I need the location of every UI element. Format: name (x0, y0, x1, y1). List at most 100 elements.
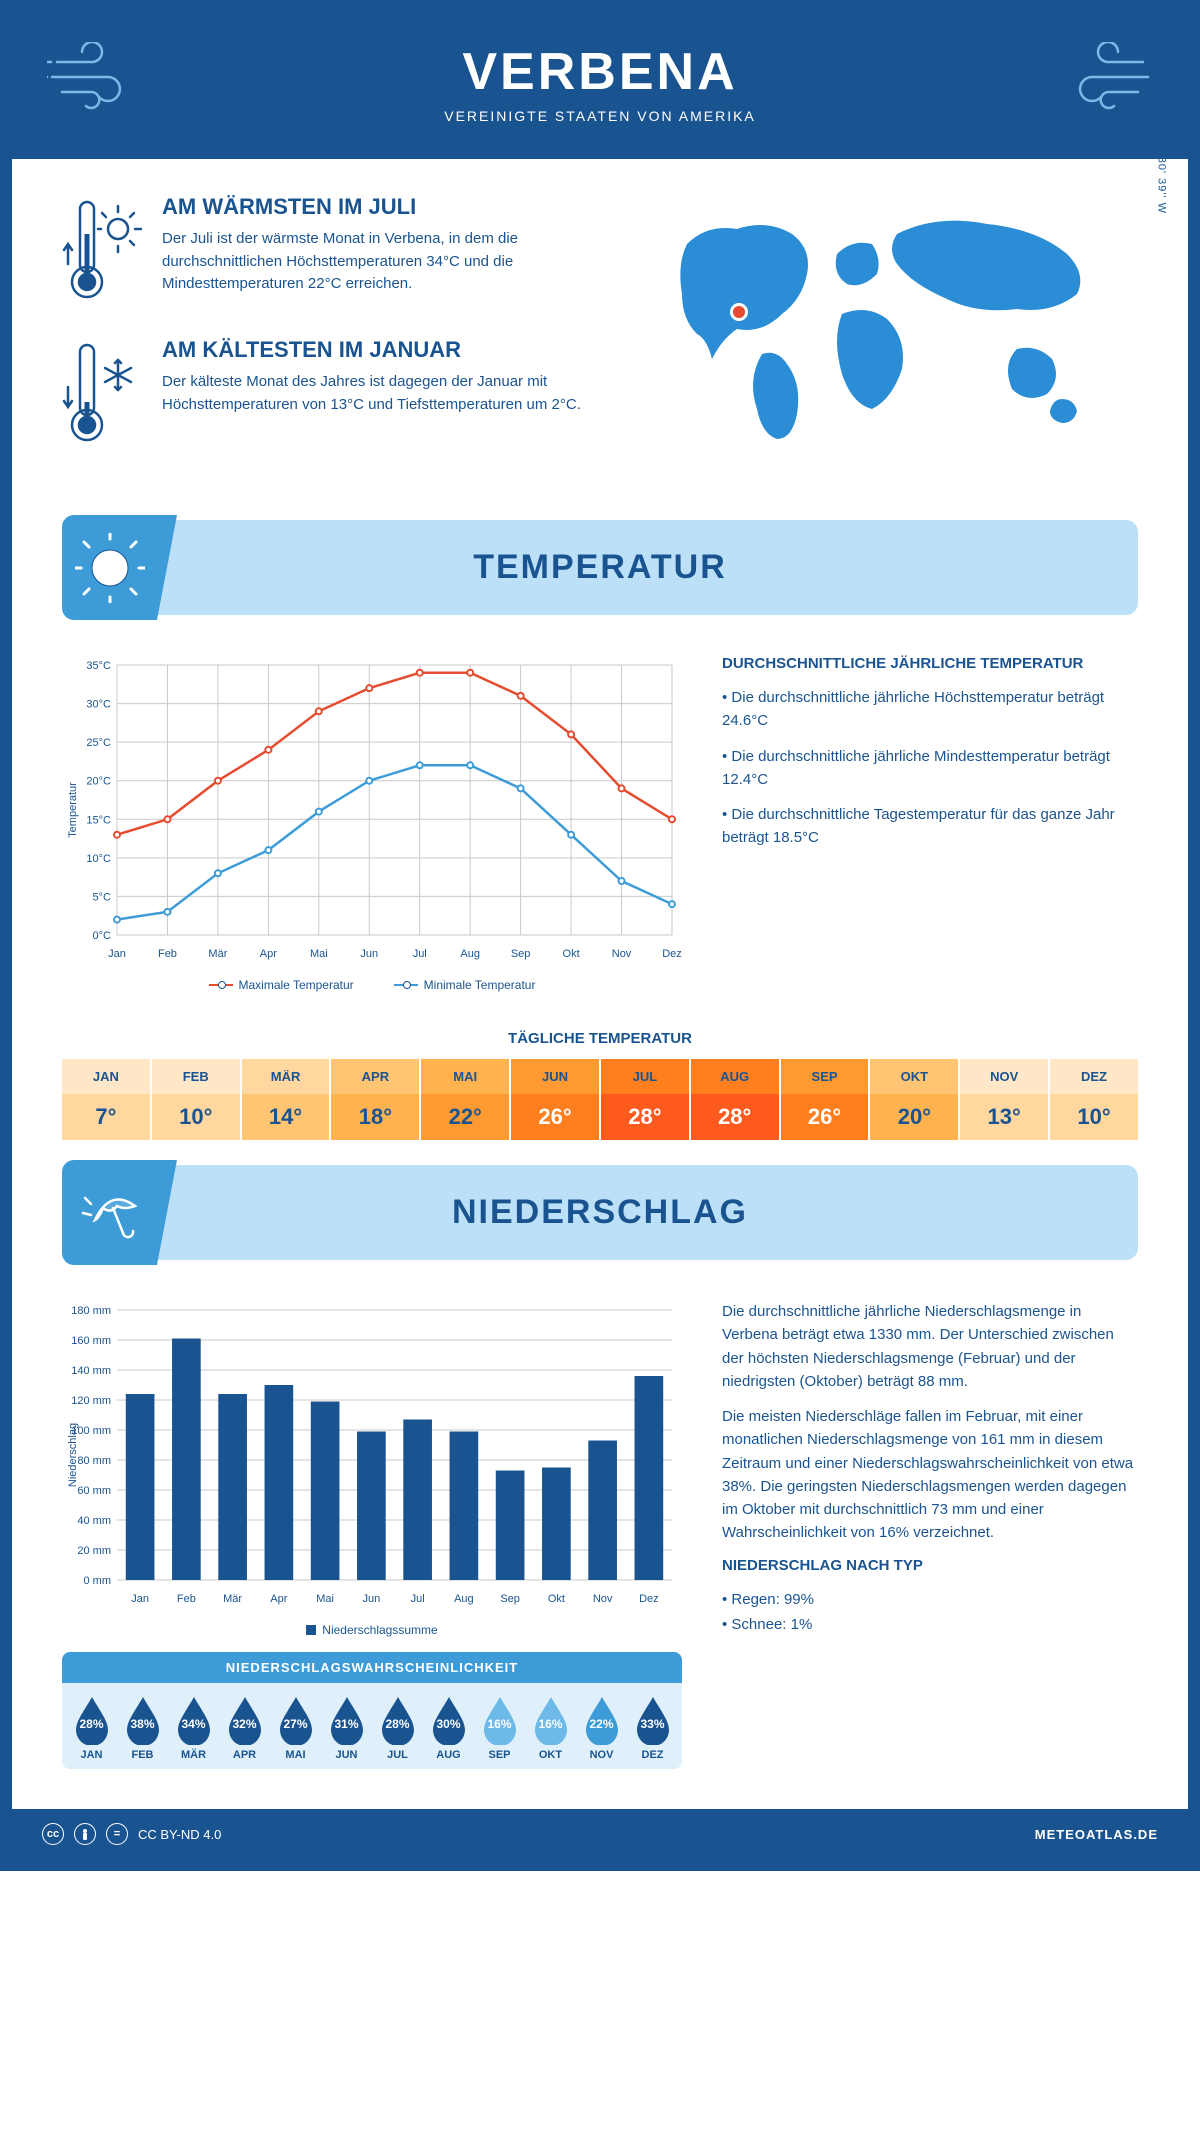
raindrop-icon: 16% (480, 1695, 520, 1745)
svg-text:Jul: Jul (413, 948, 427, 960)
svg-text:Aug: Aug (460, 948, 480, 960)
probability-cell: 27% MAI (270, 1695, 321, 1761)
probability-cell: 30% AUG (423, 1695, 474, 1761)
svg-text:Niederschlag: Niederschlag (67, 1423, 79, 1487)
svg-text:140 mm: 140 mm (71, 1365, 111, 1377)
warmest-title: AM WÄRMSTEN IM JULI (162, 194, 585, 220)
svg-text:Jan: Jan (108, 948, 126, 960)
probability-cell: 28% JAN (66, 1695, 117, 1761)
world-map: ALABAMA 32° 45' 13'' N — 86° 30' 39'' W (615, 194, 1138, 449)
svg-text:Okt: Okt (548, 1593, 565, 1605)
svg-text:0 mm: 0 mm (84, 1575, 112, 1587)
heat-cell: MAI22° (421, 1059, 511, 1140)
temperature-section-banner: TEMPERATUR (62, 520, 1138, 615)
raindrop-icon: 33% (633, 1695, 673, 1745)
svg-text:Sep: Sep (511, 948, 531, 960)
heat-cell: JUN26° (511, 1059, 601, 1140)
svg-text:160 mm: 160 mm (71, 1335, 111, 1347)
svg-text:40 mm: 40 mm (77, 1515, 111, 1527)
heat-cell: AUG28° (691, 1059, 781, 1140)
probability-cell: 16% SEP (474, 1695, 525, 1761)
svg-text:Feb: Feb (177, 1593, 196, 1605)
temperature-summary-text: DURCHSCHNITTLICHE JÄHRLICHE TEMPERATUR •… (722, 655, 1138, 992)
svg-text:30°C: 30°C (86, 699, 111, 711)
heat-cell: FEB10° (152, 1059, 242, 1140)
probability-cell: 16% OKT (525, 1695, 576, 1761)
cc-icon: cc (42, 1823, 64, 1845)
svg-text:35°C: 35°C (86, 660, 111, 672)
svg-text:60 mm: 60 mm (77, 1485, 111, 1497)
warmest-fact: AM WÄRMSTEN IM JULI Der Juli ist der wär… (62, 194, 585, 309)
raindrop-icon: 38% (123, 1695, 163, 1745)
svg-text:Jun: Jun (360, 948, 378, 960)
probability-cell: 31% JUN (321, 1695, 372, 1761)
raindrop-icon: 32% (225, 1695, 265, 1745)
svg-text:20°C: 20°C (86, 776, 111, 788)
svg-text:Nov: Nov (612, 948, 632, 960)
page-footer: cc = CC BY-ND 4.0 METEOATLAS.DE (12, 1809, 1188, 1859)
svg-text:Mai: Mai (310, 948, 328, 960)
page-title: VERBENA (32, 42, 1168, 102)
precip-chart-legend: Niederschlagssumme (62, 1623, 682, 1637)
svg-text:Sep: Sep (500, 1593, 520, 1605)
daily-temp-heading: TÄGLICHE TEMPERATUR (12, 1030, 1188, 1047)
svg-text:0°C: 0°C (93, 930, 112, 942)
wind-icon (47, 42, 142, 117)
precipitation-heading: NIEDERSCHLAG (82, 1193, 1118, 1232)
probability-cell: 32% APR (219, 1695, 270, 1761)
raindrop-icon: 28% (378, 1695, 418, 1745)
raindrop-icon: 34% (174, 1695, 214, 1745)
precipitation-summary-text: Die durchschnittliche jährliche Niedersc… (722, 1300, 1138, 1769)
svg-text:Mär: Mär (208, 948, 227, 960)
probability-cell: 38% FEB (117, 1695, 168, 1761)
license-text: CC BY-ND 4.0 (138, 1827, 221, 1842)
svg-text:Dez: Dez (639, 1593, 659, 1605)
thermometer-snow-icon (62, 337, 142, 452)
probability-cell: 33% DEZ (627, 1695, 678, 1761)
svg-text:Feb: Feb (158, 948, 177, 960)
svg-text:80 mm: 80 mm (77, 1455, 111, 1467)
page-header: VERBENA VEREINIGTE STAATEN VON AMERIKA (12, 12, 1188, 159)
svg-text:Nov: Nov (593, 1593, 613, 1605)
site-name: METEOATLAS.DE (1035, 1827, 1158, 1842)
location-marker (733, 306, 745, 318)
temperature-line-chart: 0°C5°C10°C15°C20°C25°C30°C35°CJanFebMärA… (62, 655, 682, 965)
raindrop-icon: 31% (327, 1695, 367, 1745)
svg-text:Jul: Jul (411, 1593, 425, 1605)
raindrop-icon: 28% (72, 1695, 112, 1745)
probability-cell: 34% MÄR (168, 1695, 219, 1761)
svg-text:25°C: 25°C (86, 737, 111, 749)
page-subtitle: VEREINIGTE STAATEN VON AMERIKA (32, 108, 1168, 124)
svg-text:Dez: Dez (662, 948, 682, 960)
svg-text:Apr: Apr (260, 948, 277, 960)
svg-text:Aug: Aug (454, 1593, 474, 1605)
heat-cell: APR18° (331, 1059, 421, 1140)
svg-text:10°C: 10°C (86, 853, 111, 865)
wind-icon (1058, 42, 1153, 117)
raindrop-icon: 22% (582, 1695, 622, 1745)
precipitation-bar-chart: 0 mm20 mm40 mm60 mm80 mm100 mm120 mm140 … (62, 1300, 682, 1610)
svg-text:5°C: 5°C (93, 891, 112, 903)
heat-cell: NOV13° (960, 1059, 1050, 1140)
heat-cell: DEZ10° (1050, 1059, 1138, 1140)
svg-text:Mär: Mär (223, 1593, 242, 1605)
svg-text:Jan: Jan (131, 1593, 149, 1605)
raindrop-icon: 27% (276, 1695, 316, 1745)
umbrella-icon (62, 1160, 157, 1265)
thermometer-sun-icon (62, 194, 142, 309)
svg-text:180 mm: 180 mm (71, 1305, 111, 1317)
svg-text:Okt: Okt (563, 948, 580, 960)
raindrop-icon: 30% (429, 1695, 469, 1745)
svg-text:Mai: Mai (316, 1593, 334, 1605)
by-icon (74, 1823, 96, 1845)
heat-cell: JAN7° (62, 1059, 152, 1140)
probability-heading: NIEDERSCHLAGSWAHRSCHEINLICHKEIT (62, 1652, 682, 1683)
nd-icon: = (106, 1823, 128, 1845)
sun-icon (62, 515, 157, 620)
svg-text:20 mm: 20 mm (77, 1545, 111, 1557)
probability-cell: 22% NOV (576, 1695, 627, 1761)
svg-text:Jun: Jun (363, 1593, 381, 1605)
raindrop-icon: 16% (531, 1695, 571, 1745)
heat-cell: SEP26° (781, 1059, 871, 1140)
coldest-title: AM KÄLTESTEN IM JANUAR (162, 337, 585, 363)
